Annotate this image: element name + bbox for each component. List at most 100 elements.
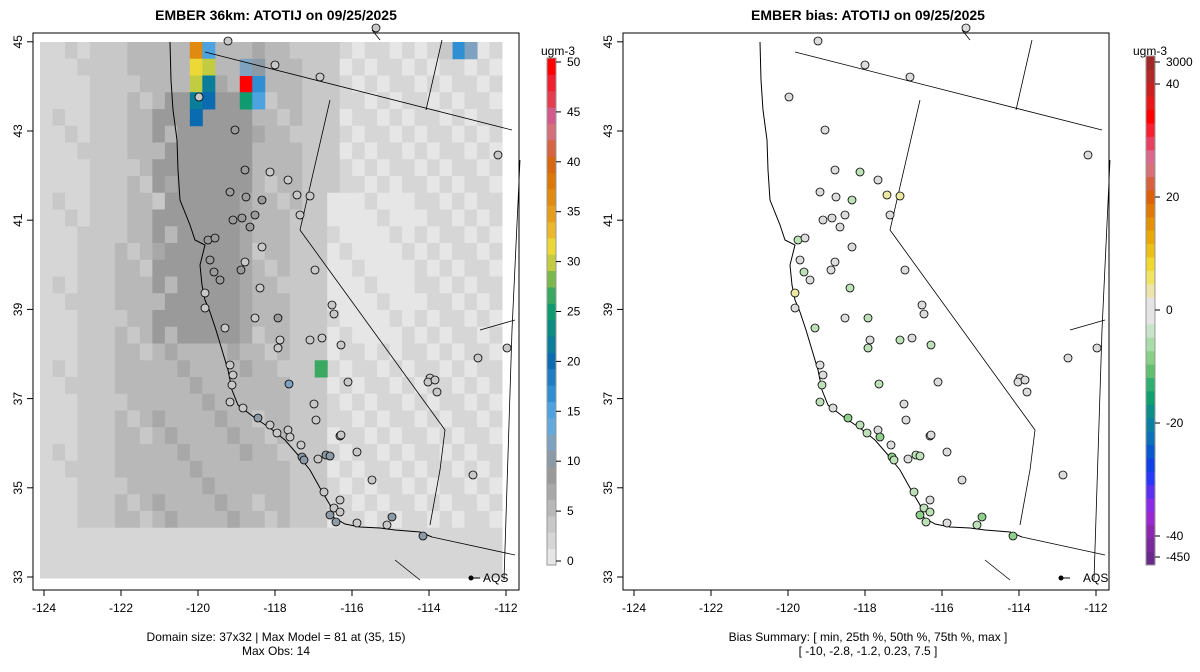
grid-cell — [289, 477, 303, 495]
grid-cell — [77, 58, 91, 76]
grid-cell — [239, 176, 253, 194]
station-marker — [847, 242, 857, 252]
grid-cell — [489, 259, 503, 277]
grid-cell — [202, 561, 216, 579]
grid-cell — [277, 58, 291, 76]
grid-cell — [402, 58, 416, 76]
grid-cell — [352, 410, 366, 428]
grid-cell — [364, 511, 378, 529]
grid-cell — [339, 92, 353, 110]
grid-cell — [352, 92, 366, 110]
station-marker — [502, 343, 512, 353]
grid-cell — [252, 259, 266, 277]
grid-cell — [102, 544, 116, 562]
grid-cell — [89, 293, 103, 311]
grid-cell — [64, 393, 78, 411]
grid-cell — [314, 343, 328, 361]
grid-cell — [264, 209, 278, 227]
grid-cell — [114, 527, 128, 545]
grid-cell — [40, 42, 53, 60]
grid-cell — [52, 427, 66, 445]
grid-cell — [152, 360, 166, 378]
grid-cell — [152, 192, 166, 210]
grid-cell — [302, 142, 316, 160]
grid-cell — [64, 343, 78, 361]
grid-cell — [339, 293, 353, 311]
grid-cell — [377, 310, 391, 328]
grid-cell — [164, 326, 178, 344]
grid-cell — [314, 427, 328, 445]
grid-cell — [227, 159, 241, 177]
grid-cell — [189, 343, 203, 361]
x-tick-label: -122 — [699, 601, 723, 615]
grid-cell — [414, 293, 428, 311]
grid-cell — [102, 293, 116, 311]
grid-cell — [177, 109, 191, 127]
grid-cell — [152, 527, 166, 545]
grid-cell — [77, 527, 91, 545]
grid-cell — [364, 159, 378, 177]
grid-cell — [302, 360, 316, 378]
y-tick-label: 37 — [601, 392, 615, 406]
grid-cell — [64, 494, 78, 512]
grid-cell — [40, 142, 53, 160]
grid-cell — [102, 209, 116, 227]
grid-cell — [389, 243, 403, 261]
state-border — [794, 51, 1103, 131]
grid-cell — [102, 444, 116, 462]
grid-cell — [427, 42, 441, 60]
grid-cell — [277, 243, 291, 261]
grid-cell — [189, 159, 203, 177]
station-marker — [875, 432, 885, 442]
coastline — [759, 41, 1023, 538]
colorbar-swatch — [1146, 471, 1155, 486]
grid-cell — [464, 142, 478, 160]
grid-cell — [377, 410, 391, 428]
colorbar-swatch — [1146, 364, 1155, 378]
grid-cell — [302, 310, 316, 328]
state-border — [299, 99, 446, 526]
grid-cell — [177, 511, 191, 529]
colorbar-swatch — [547, 368, 556, 386]
station-marker — [977, 512, 987, 522]
grid-cell — [277, 276, 291, 294]
colorbar-swatch — [1146, 203, 1155, 218]
grid-cell — [214, 477, 228, 495]
colorbar-tick-label: 40 — [1166, 77, 1180, 91]
grid-cell — [264, 176, 278, 194]
grid-cell — [389, 360, 403, 378]
grid-cell — [477, 460, 491, 478]
station-marker — [907, 333, 917, 343]
grid-cell — [239, 293, 253, 311]
grid-cell — [64, 410, 78, 428]
grid-cell — [489, 393, 503, 411]
grid-cell — [40, 226, 53, 244]
grid-cell — [89, 75, 103, 93]
grid-cell — [427, 293, 441, 311]
grid-cell — [364, 310, 378, 328]
grid-cell — [127, 276, 141, 294]
grid-cell — [77, 544, 91, 562]
grid-cell-highlight — [464, 42, 478, 60]
grid-cell — [40, 176, 53, 194]
grid-cell — [377, 142, 391, 160]
grid-cell — [452, 92, 466, 110]
grid-cell — [314, 243, 328, 261]
station-marker — [843, 413, 853, 423]
grid-cell — [327, 226, 341, 244]
grid-cell — [414, 360, 428, 378]
grid-cell — [402, 511, 416, 529]
grid-cell — [189, 259, 203, 277]
grid-cell — [464, 176, 478, 194]
grid-cell — [89, 477, 103, 495]
grid-cell — [139, 460, 153, 478]
grid-cell — [152, 58, 166, 76]
grid-cell — [139, 58, 153, 76]
grid-cell — [52, 477, 66, 495]
grid-cell — [339, 393, 353, 411]
grid-cell-highlight — [202, 58, 216, 76]
grid-cell — [164, 410, 178, 428]
station-marker — [873, 175, 883, 185]
grid-cell — [427, 393, 441, 411]
